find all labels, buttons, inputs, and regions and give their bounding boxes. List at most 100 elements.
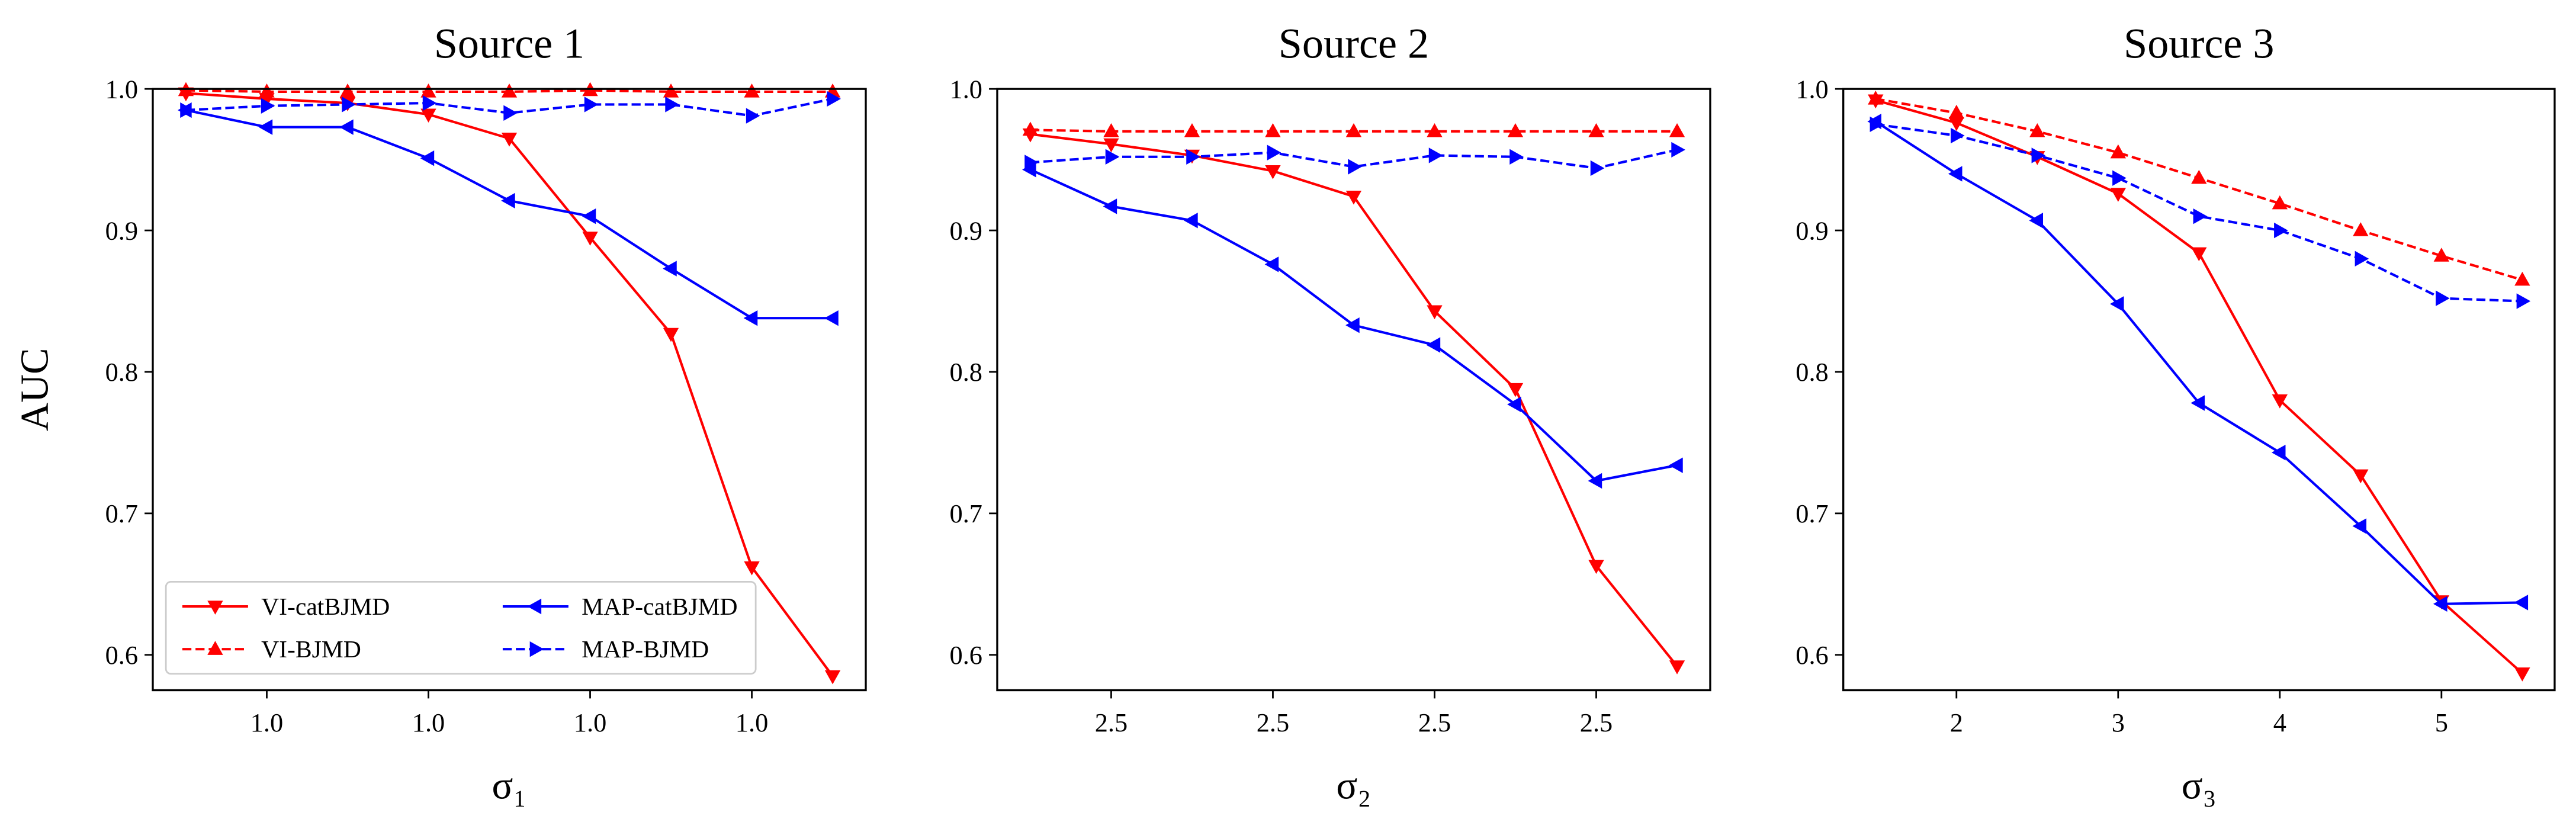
axes-frame — [996, 88, 1711, 692]
panel: 0.6 0.7 0.8 0.9 1.0 1.0 1.0 1.0 1.0 Source 1 σ₁ AUC… — [13, 20, 867, 808]
point — [2433, 248, 2449, 262]
legend-marker — [207, 641, 223, 655]
axes-frame — [1842, 88, 2556, 692]
point — [2436, 290, 2450, 306]
chart-title: Source 1 — [434, 20, 584, 67]
point — [2029, 213, 2044, 229]
point — [503, 105, 518, 121]
legend-marker — [527, 598, 542, 615]
point — [420, 84, 436, 98]
x-tick-label: 1.0 — [574, 708, 606, 737]
point — [1186, 149, 1200, 165]
point — [2274, 222, 2288, 239]
point — [2353, 222, 2369, 236]
point — [420, 108, 436, 123]
point — [1024, 155, 1039, 171]
point — [2514, 595, 2529, 611]
point — [1348, 159, 1362, 175]
point — [2193, 208, 2208, 224]
point — [827, 91, 841, 107]
y-tick-label: 0.7 — [105, 499, 138, 528]
x-tick-label: 3 — [2112, 708, 2125, 737]
y-tick-label: 1.0 — [1796, 74, 1828, 104]
point — [339, 84, 356, 98]
y-tick-label: 1.0 — [950, 74, 982, 104]
legend-box — [165, 581, 757, 675]
point — [582, 208, 596, 224]
point — [2110, 188, 2126, 202]
point — [1265, 123, 1281, 137]
point — [1669, 457, 1683, 473]
point — [744, 84, 760, 98]
point — [2353, 469, 2369, 484]
x-tick-label: 5 — [2435, 708, 2448, 737]
y-axis-label: AUC — [13, 348, 56, 432]
plot-area — [1867, 91, 2531, 682]
x-axis-label: σ₂ — [1336, 765, 1371, 808]
x-tick-label: 4 — [2273, 708, 2286, 737]
point — [746, 108, 760, 124]
point — [1588, 123, 1604, 137]
point — [259, 84, 275, 98]
point — [501, 192, 515, 209]
legend-marker — [207, 600, 223, 615]
point — [1948, 166, 1962, 182]
point — [1507, 383, 1524, 397]
y-tick-label: 0.6 — [105, 640, 138, 670]
point — [2112, 170, 2127, 186]
point — [1426, 337, 1441, 353]
x-axis-label: σ₃ — [2182, 765, 2217, 808]
point — [1671, 142, 1685, 158]
point — [1184, 123, 1200, 137]
x-tick-label: 2 — [1950, 708, 1963, 737]
point — [339, 119, 354, 135]
series-line — [1875, 120, 2523, 605]
point — [824, 670, 841, 685]
point — [1264, 256, 1279, 272]
y-tick-label: 0.6 — [950, 640, 982, 670]
point — [1669, 123, 1685, 137]
legend-label: MAP-catBJMD — [582, 593, 738, 621]
x-tick-label: 2.5 — [1580, 708, 1613, 737]
point — [1345, 317, 1360, 333]
point — [1951, 127, 1965, 144]
legend-label: VI-BJMD — [261, 636, 361, 663]
point — [1345, 191, 1362, 205]
point — [1427, 305, 1443, 320]
point — [342, 97, 356, 113]
point — [1103, 198, 1117, 214]
series-line — [1030, 148, 1678, 170]
point — [584, 97, 599, 113]
point — [2352, 518, 2367, 534]
point — [1427, 123, 1443, 137]
point — [2514, 271, 2530, 286]
chart-title: Source 2 — [1279, 20, 1429, 67]
point — [1868, 91, 1884, 105]
point — [1345, 123, 1362, 137]
point — [1509, 149, 1524, 165]
point — [501, 133, 518, 147]
y-tick-label: 0.7 — [1796, 499, 1828, 528]
plot-area — [1022, 121, 1685, 675]
y-tick-label: 0.9 — [950, 216, 982, 245]
point — [2190, 395, 2205, 411]
point — [261, 98, 275, 114]
axes-frame — [152, 88, 867, 692]
point — [663, 84, 679, 98]
point — [1870, 116, 1884, 133]
point — [2191, 247, 2207, 262]
point — [744, 561, 760, 576]
point — [1103, 123, 1119, 137]
point — [2031, 147, 2046, 163]
y-tick-label: 0.8 — [1796, 357, 1828, 387]
x-tick-label: 1.0 — [250, 708, 283, 737]
x-tick-label: 2.5 — [1418, 708, 1451, 737]
point — [2355, 250, 2369, 267]
x-tick-label: 1.0 — [412, 708, 445, 737]
point — [2271, 444, 2286, 461]
point — [1948, 104, 1964, 119]
point — [1105, 149, 1120, 165]
panel: 0.6 0.7 0.8 0.9 1.0 2.5 2.5 2.5 2.5 Source 2 σ₂ — [950, 20, 1711, 808]
point — [2516, 293, 2531, 309]
